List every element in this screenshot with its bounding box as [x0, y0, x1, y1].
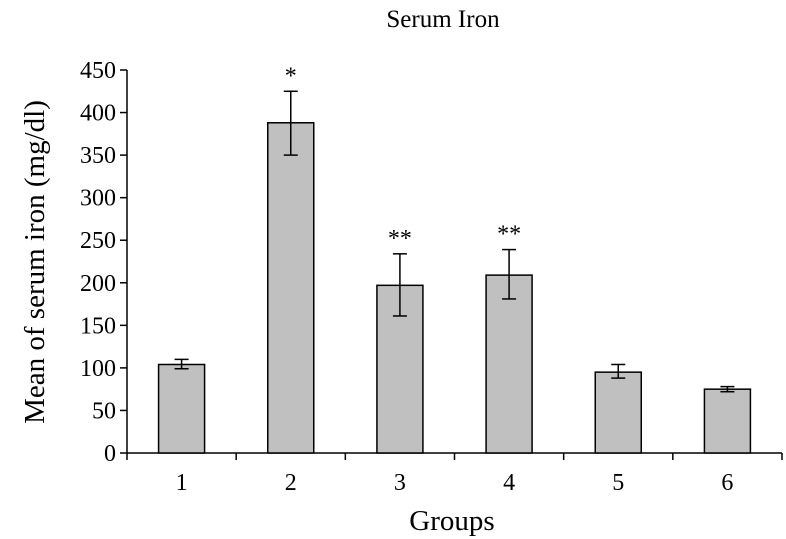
y-tick-label: 300 — [80, 186, 116, 212]
bar-2 — [267, 122, 315, 454]
x-tick-label: 1 — [176, 470, 188, 496]
y-axis-label: Mean of serum iron (mg/dl) — [19, 100, 51, 424]
y-tick-label: 50 — [92, 398, 116, 424]
y-tick-label: 200 — [80, 271, 116, 297]
y-tick-label: 250 — [80, 228, 116, 254]
y-tick-label: 450 — [80, 58, 116, 84]
y-tick-label: 350 — [80, 143, 116, 169]
x-axis-label: Groups — [409, 505, 494, 537]
plot-area: 0 50 100 150 200 250 300 350 400 450 1 2 * 3 ** 4 ** 5 6 — [80, 58, 783, 496]
x-tick-label: 2 — [285, 470, 297, 496]
significance-marker: ** — [497, 222, 521, 248]
bar-4 — [485, 274, 533, 454]
chart-title: Serum Iron — [386, 6, 500, 33]
x-tick-label: 6 — [721, 470, 733, 496]
x-tick-label: 4 — [503, 470, 515, 496]
bar-5 — [594, 371, 642, 454]
significance-marker: * — [285, 63, 297, 89]
significance-marker: ** — [388, 226, 412, 252]
x-tick-label: 3 — [394, 470, 406, 496]
y-tick-label: 0 — [104, 441, 116, 467]
bar-1 — [157, 363, 206, 454]
y-tick-label: 400 — [80, 101, 116, 127]
y-tick-label: 150 — [80, 313, 116, 339]
x-tick-label: 5 — [612, 470, 624, 496]
bar-6 — [703, 388, 752, 454]
y-tick-label: 100 — [80, 356, 116, 382]
